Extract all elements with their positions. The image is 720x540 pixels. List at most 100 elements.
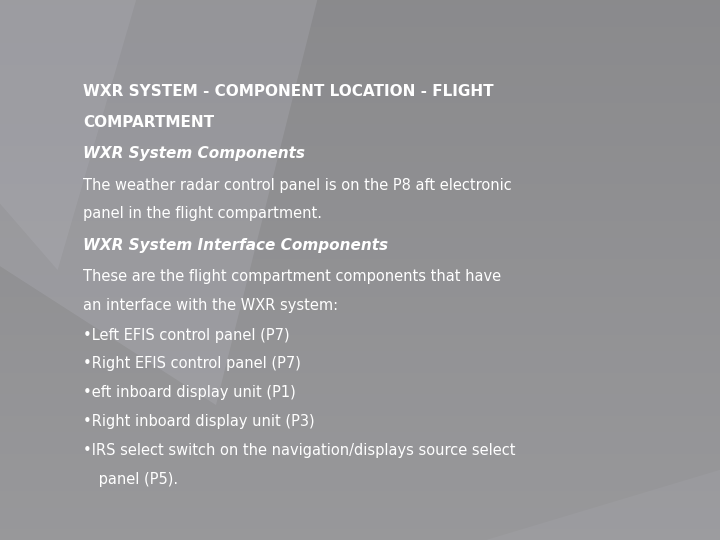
Bar bbox=[0, 297, 720, 302]
Bar bbox=[0, 437, 720, 443]
Bar bbox=[0, 486, 720, 491]
Bar bbox=[0, 189, 720, 194]
Bar bbox=[0, 302, 720, 308]
Bar bbox=[0, 113, 720, 119]
Text: WXR System Components: WXR System Components bbox=[83, 146, 305, 161]
Bar bbox=[0, 248, 720, 254]
Bar bbox=[0, 16, 720, 22]
Bar bbox=[0, 194, 720, 200]
Bar bbox=[0, 130, 720, 135]
Bar bbox=[0, 378, 720, 383]
Text: •eft inboard display unit (P1): •eft inboard display unit (P1) bbox=[83, 386, 295, 400]
Bar bbox=[0, 151, 720, 157]
Bar bbox=[0, 146, 720, 151]
Bar bbox=[0, 184, 720, 189]
Bar bbox=[0, 119, 720, 124]
Bar bbox=[0, 216, 720, 221]
Bar bbox=[0, 529, 720, 535]
Text: These are the flight compartment components that have: These are the flight compartment compone… bbox=[83, 269, 501, 284]
Bar bbox=[0, 178, 720, 184]
Polygon shape bbox=[396, 459, 720, 540]
Bar bbox=[0, 38, 720, 43]
Bar bbox=[0, 0, 720, 5]
Bar bbox=[0, 497, 720, 502]
Bar bbox=[0, 410, 720, 416]
Bar bbox=[0, 275, 720, 281]
Bar bbox=[0, 443, 720, 448]
Bar bbox=[0, 329, 720, 335]
Bar bbox=[0, 281, 720, 286]
Bar bbox=[0, 491, 720, 497]
Bar bbox=[0, 259, 720, 265]
Bar bbox=[0, 405, 720, 410]
Bar bbox=[0, 394, 720, 400]
Bar bbox=[0, 173, 720, 178]
Bar bbox=[0, 389, 720, 394]
Bar bbox=[0, 351, 720, 356]
Bar bbox=[0, 86, 720, 92]
Bar bbox=[0, 59, 720, 65]
Bar bbox=[0, 502, 720, 508]
Bar bbox=[0, 313, 720, 319]
Bar bbox=[0, 200, 720, 205]
Bar bbox=[0, 346, 720, 351]
Bar bbox=[0, 335, 720, 340]
Bar bbox=[0, 70, 720, 76]
Bar bbox=[0, 76, 720, 81]
Bar bbox=[0, 481, 720, 486]
Bar bbox=[0, 459, 720, 464]
Bar bbox=[0, 454, 720, 459]
Bar bbox=[0, 518, 720, 524]
Bar bbox=[0, 362, 720, 367]
Bar bbox=[0, 448, 720, 454]
Bar bbox=[0, 524, 720, 529]
Bar bbox=[0, 49, 720, 54]
Bar bbox=[0, 162, 720, 167]
Bar bbox=[0, 167, 720, 173]
Bar bbox=[0, 43, 720, 49]
Bar bbox=[0, 140, 720, 146]
Polygon shape bbox=[0, 0, 144, 270]
Text: an interface with the WXR system:: an interface with the WXR system: bbox=[83, 298, 338, 313]
Text: •Left EFIS control panel (P7): •Left EFIS control panel (P7) bbox=[83, 328, 289, 343]
Polygon shape bbox=[0, 0, 324, 405]
Bar bbox=[0, 97, 720, 103]
Bar bbox=[0, 475, 720, 481]
Text: panel in the flight compartment.: panel in the flight compartment. bbox=[83, 206, 322, 221]
Bar bbox=[0, 65, 720, 70]
Bar bbox=[0, 103, 720, 108]
Bar bbox=[0, 383, 720, 389]
Bar bbox=[0, 232, 720, 238]
Bar bbox=[0, 54, 720, 59]
Bar bbox=[0, 22, 720, 27]
Bar bbox=[0, 211, 720, 216]
Bar bbox=[0, 254, 720, 259]
Text: panel (P5).: panel (P5). bbox=[94, 472, 178, 487]
Text: COMPARTMENT: COMPARTMENT bbox=[83, 115, 214, 130]
Bar bbox=[0, 292, 720, 297]
Bar bbox=[0, 227, 720, 232]
Bar bbox=[0, 286, 720, 292]
Bar bbox=[0, 238, 720, 243]
Bar bbox=[0, 108, 720, 113]
Text: The weather radar control panel is on the P8 aft electronic: The weather radar control panel is on th… bbox=[83, 178, 511, 193]
Text: •Right EFIS control panel (P7): •Right EFIS control panel (P7) bbox=[83, 356, 301, 372]
Bar bbox=[0, 157, 720, 162]
Bar bbox=[0, 32, 720, 38]
Bar bbox=[0, 356, 720, 362]
Bar bbox=[0, 367, 720, 373]
Bar bbox=[0, 535, 720, 540]
Bar bbox=[0, 308, 720, 313]
Bar bbox=[0, 221, 720, 227]
Bar bbox=[0, 319, 720, 324]
Bar bbox=[0, 373, 720, 378]
Bar bbox=[0, 432, 720, 437]
Bar bbox=[0, 135, 720, 140]
Bar bbox=[0, 5, 720, 11]
Bar bbox=[0, 243, 720, 248]
Text: WXR System Interface Components: WXR System Interface Components bbox=[83, 238, 388, 253]
Text: •Right inboard display unit (P3): •Right inboard display unit (P3) bbox=[83, 414, 315, 429]
Bar bbox=[0, 270, 720, 275]
Text: •IRS select switch on the navigation/displays source select: •IRS select switch on the navigation/dis… bbox=[83, 443, 516, 458]
Bar bbox=[0, 27, 720, 32]
